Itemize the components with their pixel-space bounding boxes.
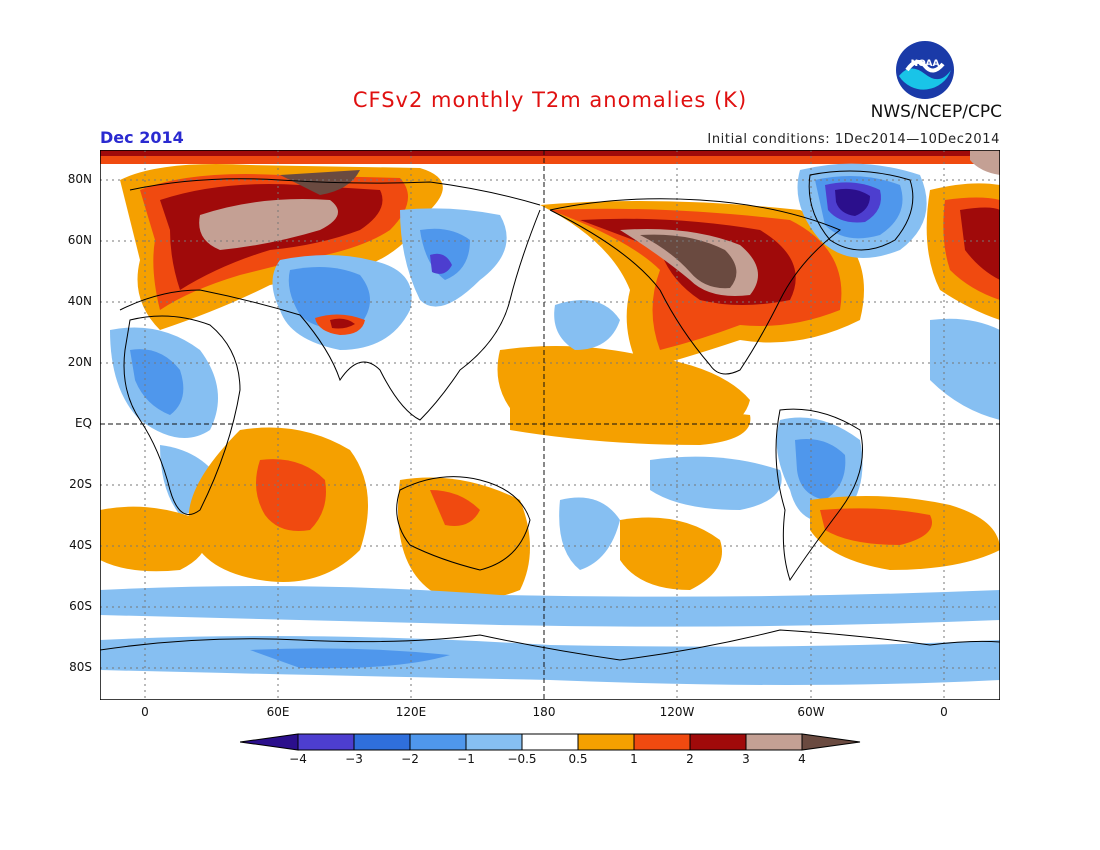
initial-conditions: Initial conditions: 1Dec2014—10Dec2014	[707, 132, 1000, 147]
colorbar-label: −1	[457, 752, 475, 766]
colorbar-label: −0.5	[507, 752, 537, 766]
graticule	[100, 150, 1000, 700]
colorbar-swatch	[297, 733, 355, 751]
lon-label: 180	[532, 705, 556, 719]
lat-label: 20N	[67, 355, 92, 369]
colorbar-label: −4	[289, 752, 307, 766]
colorbar-label: −2	[401, 752, 419, 766]
colorbar-label: −3	[345, 752, 363, 766]
lat-label: 20S	[69, 477, 92, 491]
lat-label: EQ	[74, 416, 92, 430]
lat-label: 80S	[69, 660, 92, 674]
lon-label: 0	[141, 705, 149, 719]
colorbar-swatch	[465, 733, 523, 751]
colorbar-swatch	[521, 733, 579, 751]
colorbar-swatch	[745, 733, 803, 751]
lon-label: 60E	[266, 705, 290, 719]
noaa-logo: NOAA	[896, 41, 954, 99]
lon-label: 120E	[395, 705, 427, 719]
lon-label: 120W	[659, 705, 695, 719]
lat-label: 60N	[67, 233, 92, 247]
lat-label: 60S	[69, 599, 92, 613]
colorbar-label: 1	[630, 752, 638, 766]
colorbar-label: 4	[798, 752, 806, 766]
colorbar-label: 2	[686, 752, 694, 766]
agency-label: NWS/NCEP/CPC	[870, 102, 1002, 122]
colorbar-label: 0.5	[568, 752, 588, 766]
lat-label: 80N	[67, 172, 92, 186]
colorbar-swatch	[353, 733, 411, 751]
colorbar-swatch	[240, 733, 299, 751]
coastlines	[100, 170, 1000, 661]
month-label: Dec 2014	[100, 128, 184, 147]
lon-label: 0	[940, 705, 948, 719]
anomaly-fields	[100, 150, 1000, 685]
map-title: CFSv2 monthly T2m anomalies (K)	[352, 88, 748, 112]
colorbar-swatch	[633, 733, 691, 751]
lat-label: 40S	[69, 538, 92, 552]
colorbar-label: 3	[742, 752, 750, 766]
noaa-logo-text: NOAA	[911, 59, 940, 69]
colorbar	[240, 733, 861, 751]
lat-label: 40N	[67, 294, 92, 308]
colorbar-swatch	[689, 733, 747, 751]
colorbar-swatch	[577, 733, 635, 751]
colorbar-swatch	[409, 733, 467, 751]
colorbar-swatch	[801, 733, 861, 751]
equator-dateline	[100, 150, 1000, 700]
anomaly-map	[100, 150, 1000, 700]
lon-label: 60W	[797, 705, 825, 719]
